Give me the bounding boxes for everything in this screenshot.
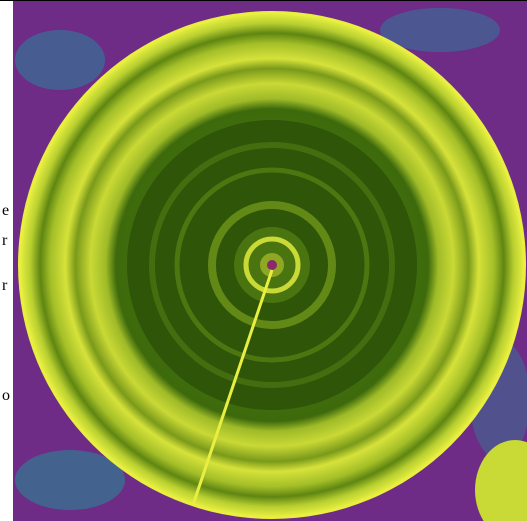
margin-letter: o bbox=[2, 387, 10, 404]
ring bbox=[208, 201, 336, 329]
pivot-track bbox=[191, 269, 274, 506]
ring bbox=[243, 236, 301, 294]
ring bbox=[174, 167, 370, 363]
pivot bbox=[267, 260, 277, 270]
patch bbox=[15, 30, 105, 90]
margin-letter: r bbox=[2, 232, 8, 249]
margin-letter: r bbox=[2, 277, 8, 294]
ring bbox=[149, 142, 395, 388]
margin-letter: e bbox=[2, 202, 9, 219]
patch bbox=[15, 450, 125, 510]
patch bbox=[380, 8, 500, 52]
field-image bbox=[13, 1, 527, 521]
margin bbox=[0, 0, 13, 521]
neighbor-field bbox=[475, 440, 527, 521]
